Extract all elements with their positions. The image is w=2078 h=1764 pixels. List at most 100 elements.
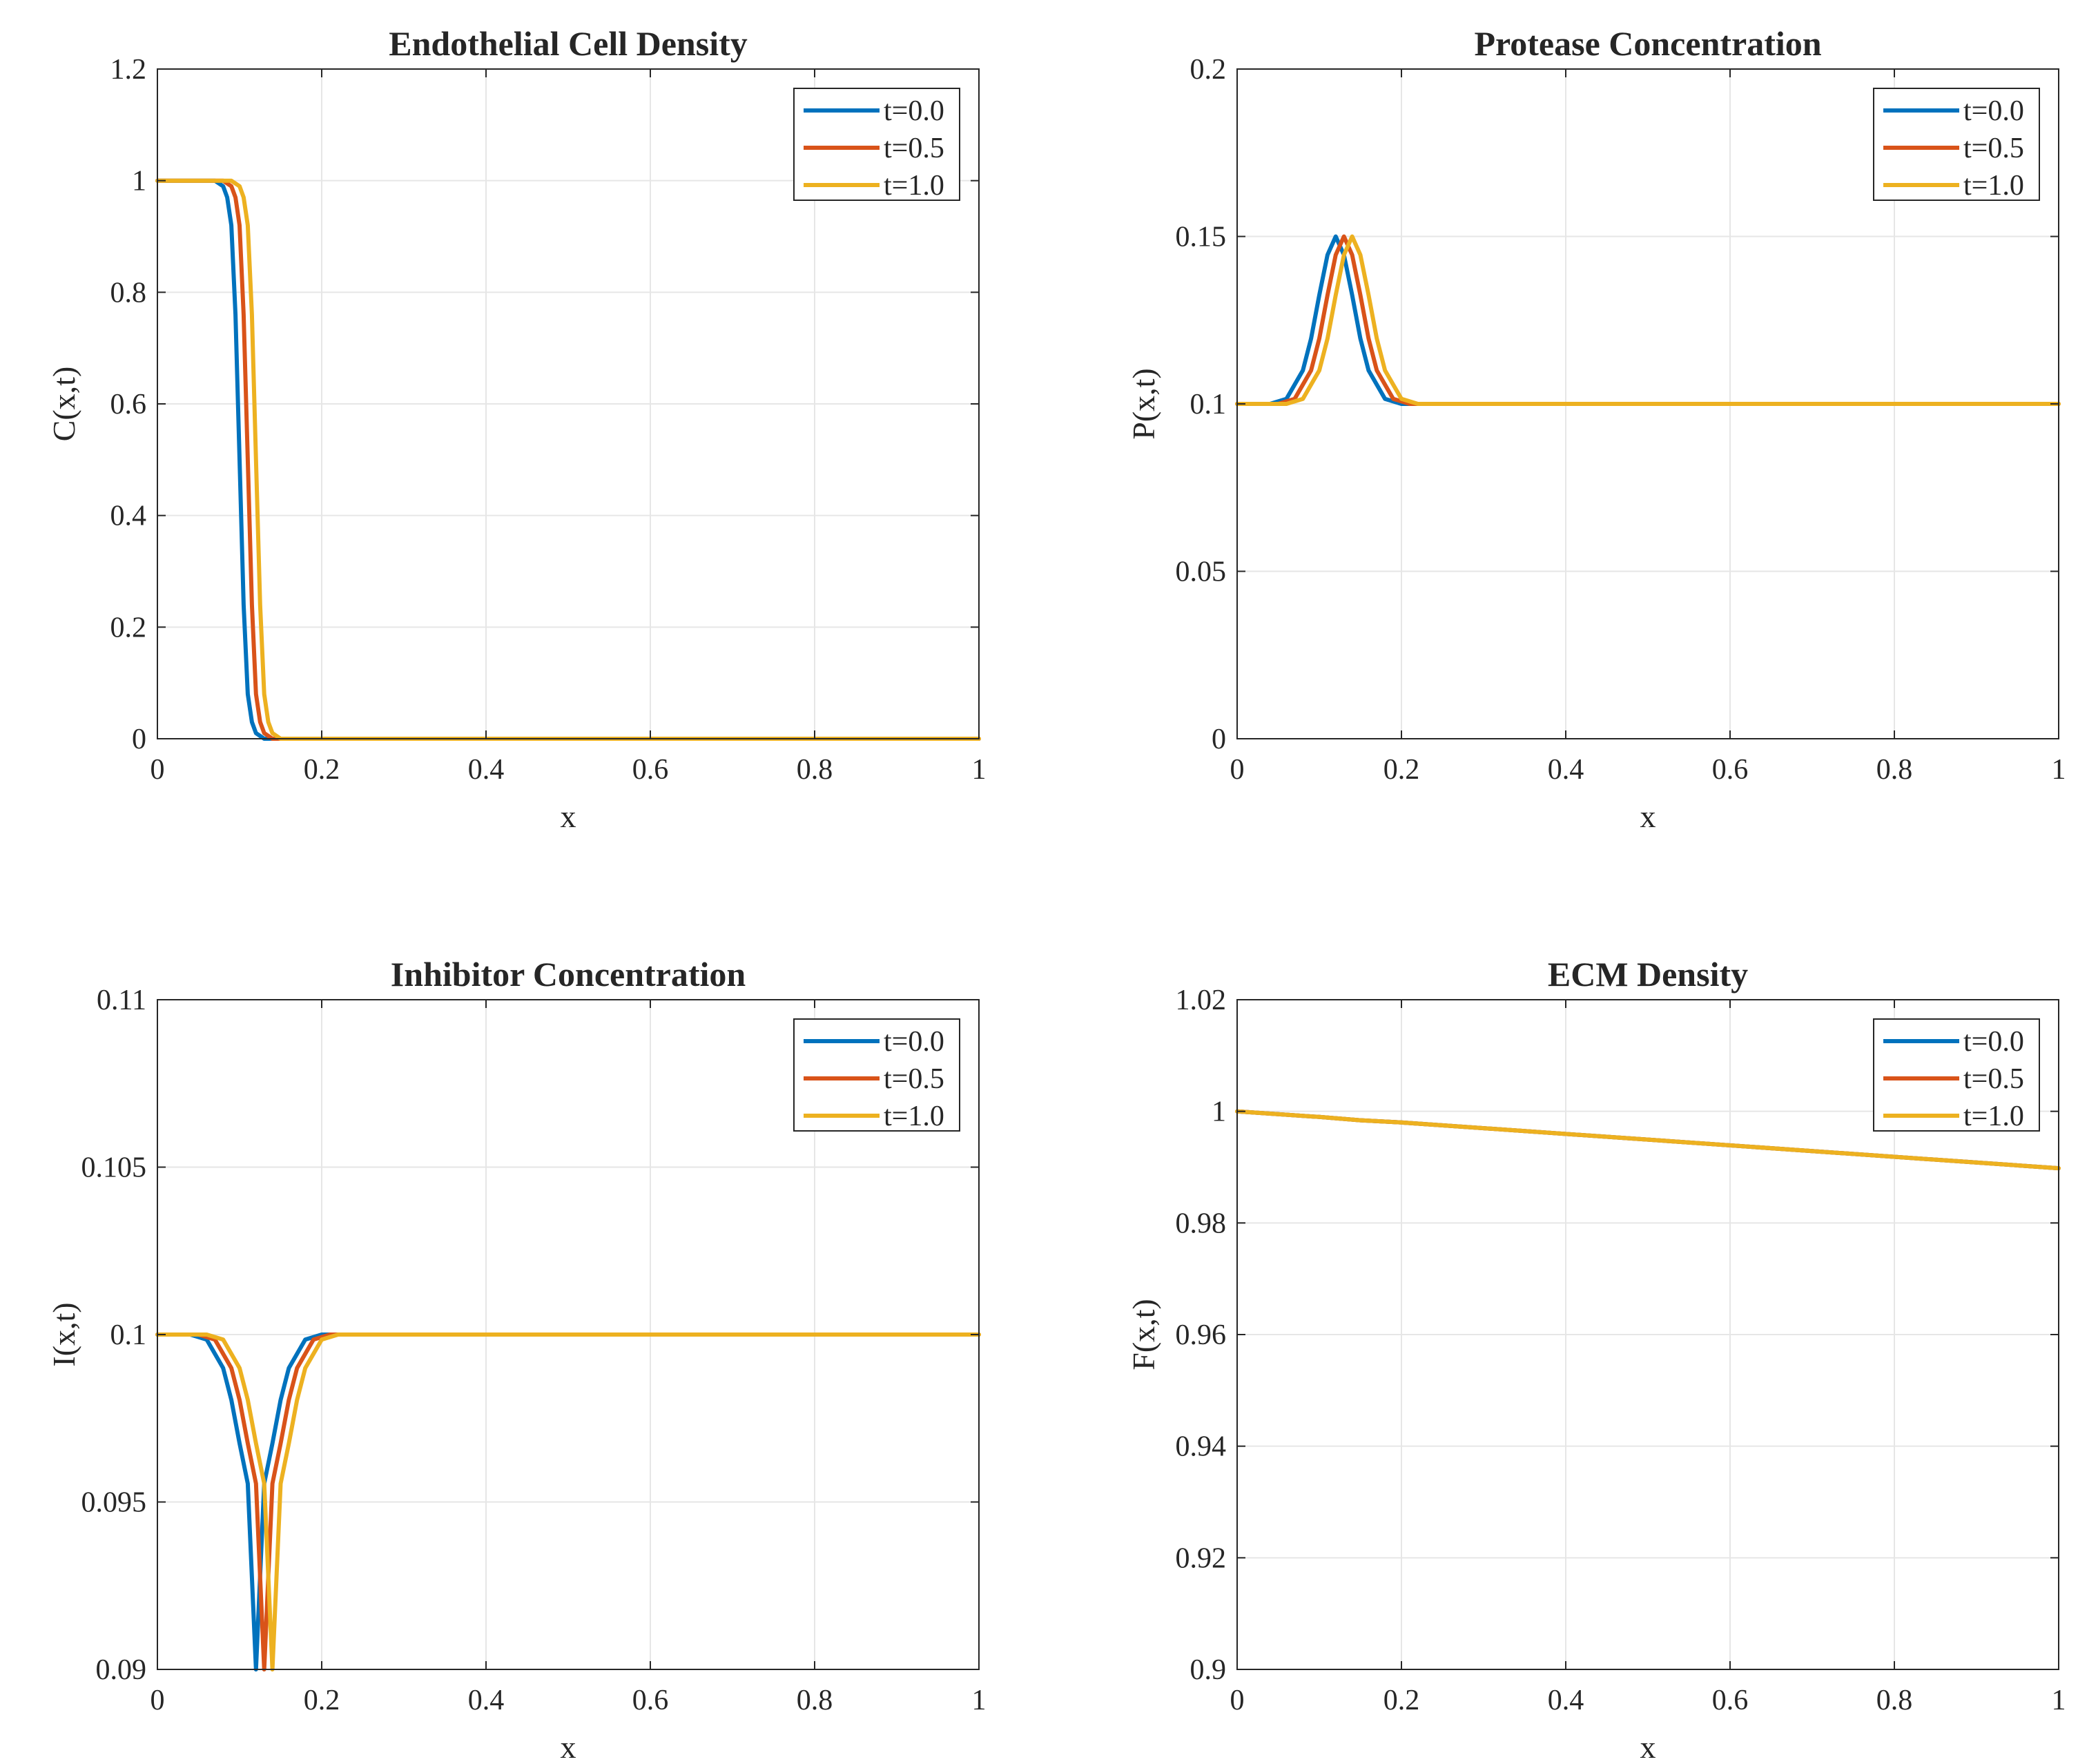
legend-label-t0: t=0.0 — [884, 95, 944, 127]
series-line-t0 — [1235, 234, 2061, 406]
plot-lines — [1235, 1109, 2061, 1171]
panel-ecm-density: 0 0.2 0.4 0.6 0.8 1 0.90.920.940.960.9811.02 … — [1126, 955, 2066, 1764]
x-tick-label: 0.8 — [1876, 1685, 1913, 1716]
tick-marks — [157, 999, 980, 1670]
y-tick-label: 0.1 — [1190, 389, 1227, 420]
legend-label-t05: t=0.5 — [1963, 133, 2024, 164]
x-tick-label: 0 — [1230, 754, 1245, 786]
x-tick-label: 0.6 — [632, 754, 669, 786]
legend-box — [1873, 88, 2040, 201]
y-tick-labels: 0 0.05 0.1 0.15 0.2 — [1176, 54, 1227, 755]
y-axis-label: F(x,t) — [1126, 1299, 1161, 1370]
x-tick-label: 0 — [1230, 1685, 1245, 1716]
x-tick-label: 0.4 — [468, 754, 505, 786]
x-tick-label: 0.4 — [468, 1685, 505, 1716]
tick-marks — [1236, 999, 2059, 1670]
y-tick-labels: 0 0.2 0.4 0.6 0.8 1 1.2 — [110, 54, 147, 755]
y-axis-label: C(x,t) — [46, 367, 81, 442]
chart-title: Endothelial Cell Density — [389, 24, 747, 63]
x-tick-label: 0.2 — [304, 754, 340, 786]
y-tick-label: 0 — [1212, 724, 1226, 755]
x-axis-label: x — [1640, 1729, 1656, 1764]
legend-label-t0: t=0.0 — [1963, 1026, 2024, 1058]
x-tick-label: 0.4 — [1548, 1685, 1584, 1716]
y-tick-label: 0.05 — [1176, 556, 1227, 588]
y-tick-label: 0.94 — [1176, 1431, 1227, 1463]
legend-label-t1: t=1.0 — [1963, 1101, 2024, 1132]
legend-label-t1: t=1.0 — [1963, 170, 2024, 202]
chart-title: Protease Concentration — [1474, 24, 1821, 63]
x-tick-label: 0 — [150, 754, 165, 786]
y-tick-label: 0 — [132, 724, 146, 755]
y-tick-label: 1.2 — [110, 54, 147, 86]
y-tick-label: 0.09 — [96, 1654, 147, 1686]
x-tick-label: 1 — [972, 754, 987, 786]
x-tick-label: 0.2 — [304, 1685, 340, 1716]
legend-box — [793, 88, 960, 201]
legend-label-t0: t=0.0 — [1963, 95, 2024, 127]
panel-inhibitor-concentration: 0 0.2 0.4 0.6 0.8 1 0.09 0.095 0.1 0.105 0.11 Inh… — [46, 955, 987, 1764]
y-tick-label: 0.96 — [1176, 1319, 1227, 1351]
legend: t=0.0 t=0.5 t=1.0 — [1873, 1018, 2040, 1132]
chart-title: Inhibitor Concentration — [391, 955, 746, 994]
chart-title: ECM Density — [1548, 955, 1748, 994]
series-line-t0 — [155, 178, 981, 741]
legend-label-t0: t=0.0 — [884, 1026, 944, 1058]
legend-box — [793, 1018, 960, 1132]
series-line-t1 — [1235, 234, 2061, 406]
y-tick-label: 0.2 — [1190, 54, 1227, 86]
legend-label-t05: t=0.5 — [1963, 1063, 2024, 1095]
series-line-t05 — [1235, 234, 2061, 406]
y-tick-label: 0.98 — [1176, 1208, 1227, 1239]
tick-marks — [157, 68, 980, 739]
plot-lines — [1235, 234, 2061, 406]
legend-label-t05: t=0.5 — [884, 133, 944, 164]
legend-label-t1: t=1.0 — [884, 1101, 944, 1132]
y-tick-label: 1 — [132, 166, 146, 197]
x-tick-label: 0.6 — [1712, 754, 1749, 786]
y-tick-label: 0.9 — [1190, 1654, 1227, 1686]
x-tick-label: 0.4 — [1548, 754, 1584, 786]
x-tick-label: 0.6 — [1712, 1685, 1749, 1716]
series-line-t1 — [155, 178, 981, 741]
y-tick-label: 0.2 — [110, 612, 147, 643]
x-tick-labels: 0 0.2 0.4 0.6 0.8 1 — [1230, 1685, 2066, 1716]
y-tick-label: 0.15 — [1176, 222, 1227, 253]
x-tick-labels: 0 0.2 0.4 0.6 0.8 1 — [150, 1685, 987, 1716]
legend-box — [1873, 1018, 2040, 1132]
y-tick-label: 0.92 — [1176, 1542, 1227, 1574]
x-axis-label: x — [1640, 799, 1656, 834]
x-tick-label: 0.8 — [797, 754, 833, 786]
legend: t=0.0 t=0.5 t=1.0 — [1873, 88, 2040, 202]
legend-label-t05: t=0.5 — [884, 1063, 944, 1095]
x-tick-label: 0.2 — [1383, 1685, 1420, 1716]
y-tick-labels: 0.09 0.095 0.1 0.105 0.11 — [81, 985, 147, 1686]
y-tick-label: 0.4 — [110, 501, 147, 532]
x-tick-labels: 0 0.2 0.4 0.6 0.8 1 — [150, 754, 987, 786]
x-tick-label: 1 — [2052, 1685, 2066, 1716]
y-tick-label: 1 — [1212, 1096, 1226, 1128]
panel-protease-concentration: 0 0.2 0.4 0.6 0.8 1 0 0.05 0.1 0.15 0.2 Protease … — [1126, 24, 2066, 834]
x-tick-label: 0 — [150, 1685, 165, 1716]
y-tick-label: 1.02 — [1176, 985, 1227, 1016]
y-tick-label: 0.1 — [110, 1319, 147, 1351]
x-tick-label: 0.8 — [797, 1685, 833, 1716]
x-tick-label: 1 — [2052, 754, 2066, 786]
series-line-t1 — [1235, 1109, 2061, 1171]
y-tick-label: 0.105 — [81, 1152, 147, 1184]
y-tick-label: 0.6 — [110, 389, 147, 420]
legend: t=0.0 t=0.5 t=1.0 — [793, 1018, 960, 1132]
legend: t=0.0 t=0.5 t=1.0 — [793, 88, 960, 202]
y-tick-label: 0.11 — [97, 985, 146, 1016]
series-line-t05 — [155, 178, 981, 741]
y-tick-label: 0.8 — [110, 277, 147, 309]
x-tick-labels: 0 0.2 0.4 0.6 0.8 1 — [1230, 754, 2066, 786]
plot-lines — [155, 178, 981, 741]
y-tick-label: 0.095 — [81, 1487, 147, 1519]
x-tick-label: 0.2 — [1383, 754, 1420, 786]
legend-label-t1: t=1.0 — [884, 170, 944, 202]
x-tick-label: 0.6 — [632, 1685, 669, 1716]
x-axis-label: x — [561, 1729, 576, 1764]
